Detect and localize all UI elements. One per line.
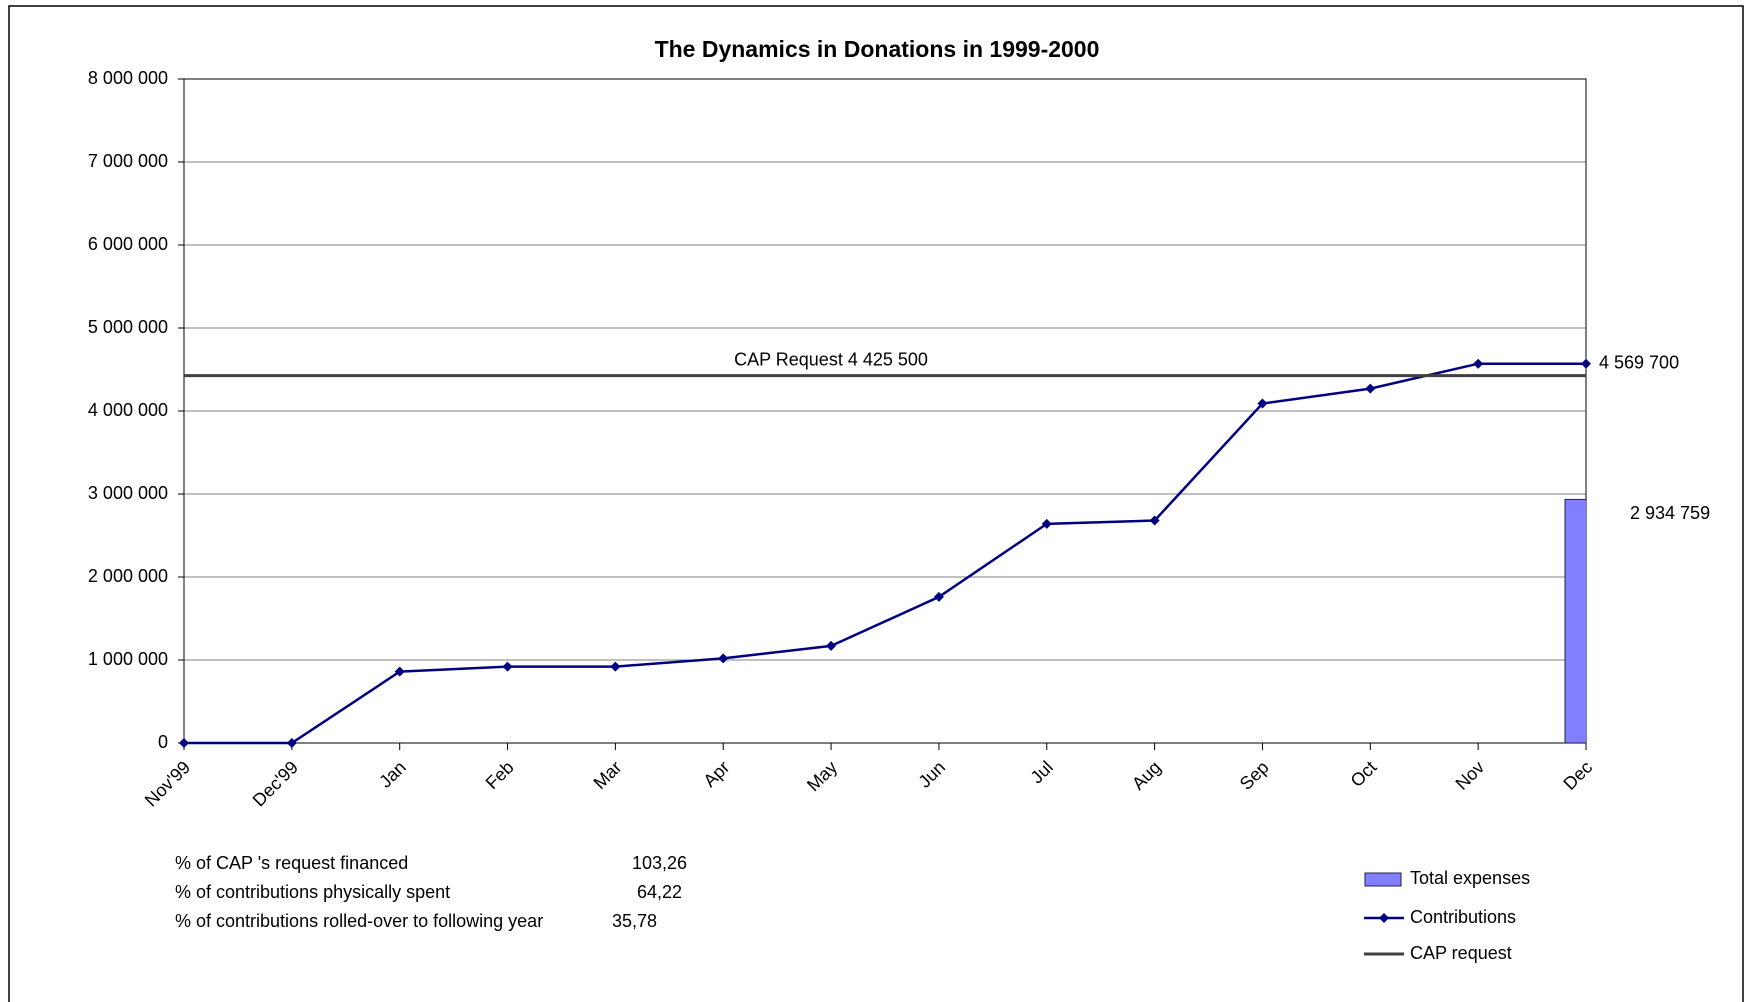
note-label: % of contributions rolled-over to follow… (175, 911, 543, 931)
line (184, 362, 1586, 745)
point (286, 738, 297, 748)
data-label: 2 934 759 (1630, 503, 1710, 523)
x-tick-label: Sep (1236, 757, 1273, 794)
x-tick-label: Jan (375, 757, 410, 792)
y-tick-label: 8 000 000 (88, 68, 168, 88)
bar (1564, 498, 1586, 743)
point (1041, 518, 1052, 529)
note-value: 64,22 (637, 882, 682, 902)
x-tick-label: Feb (482, 757, 518, 793)
y-tick-label: 2 000 000 (88, 566, 168, 586)
x-tick-label: Jul (1027, 757, 1057, 787)
y-tick-label: 7 000 000 (88, 151, 168, 171)
legend-label: CAP request (1410, 943, 1512, 963)
x-tick-label: Oct (1347, 757, 1381, 791)
x-tick-label: Nov'99 (141, 757, 194, 810)
point (1581, 358, 1591, 369)
chart-title: The Dynamics in Donations in 1999-2000 (655, 36, 1100, 62)
chart-border (8, 5, 1744, 1002)
x-tick-label: May (803, 757, 841, 795)
y-tick-label: 4 000 000 (88, 400, 168, 420)
x-tick-label: Jun (914, 757, 949, 792)
note-label: % of contributions physically spent (175, 882, 450, 902)
point (718, 653, 729, 664)
point (1257, 398, 1268, 409)
point (610, 661, 621, 672)
note-value: 35,78 (612, 911, 657, 931)
x-tick-label: Dec (1559, 757, 1596, 794)
x-tick-label: Nov (1452, 757, 1489, 794)
point (1365, 383, 1376, 394)
reference-label: CAP Request 4 425 500 (734, 349, 928, 369)
note-value: 103,26 (632, 853, 687, 873)
point (826, 640, 837, 651)
y-tick-label: 3 000 000 (88, 483, 168, 503)
y-tick-label: 1 000 000 (88, 649, 168, 669)
point (1149, 515, 1160, 526)
plot-border (183, 78, 1587, 744)
x-tick-label: Dec'99 (249, 757, 302, 810)
legend-label: Contributions (1410, 907, 1516, 927)
legend-swatch (1364, 872, 1402, 887)
plot-area (1564, 498, 1586, 743)
x-tick-label: Apr (699, 757, 733, 791)
legend-marker (1379, 913, 1389, 923)
y-tick-label: 6 000 000 (88, 234, 168, 254)
point (394, 666, 405, 677)
x-tick-label: Mar (590, 757, 626, 793)
point (179, 738, 189, 748)
note-label: % of CAP 's request financed (175, 853, 408, 873)
data-label: 4 569 700 (1599, 352, 1679, 372)
legend-label: Total expenses (1410, 868, 1530, 888)
x-tick-label: Aug (1128, 757, 1165, 794)
point (933, 591, 944, 602)
y-tick-label: 0 (158, 732, 168, 752)
y-tick-label: 5 000 000 (88, 317, 168, 337)
point (1473, 358, 1484, 369)
point (502, 661, 513, 672)
